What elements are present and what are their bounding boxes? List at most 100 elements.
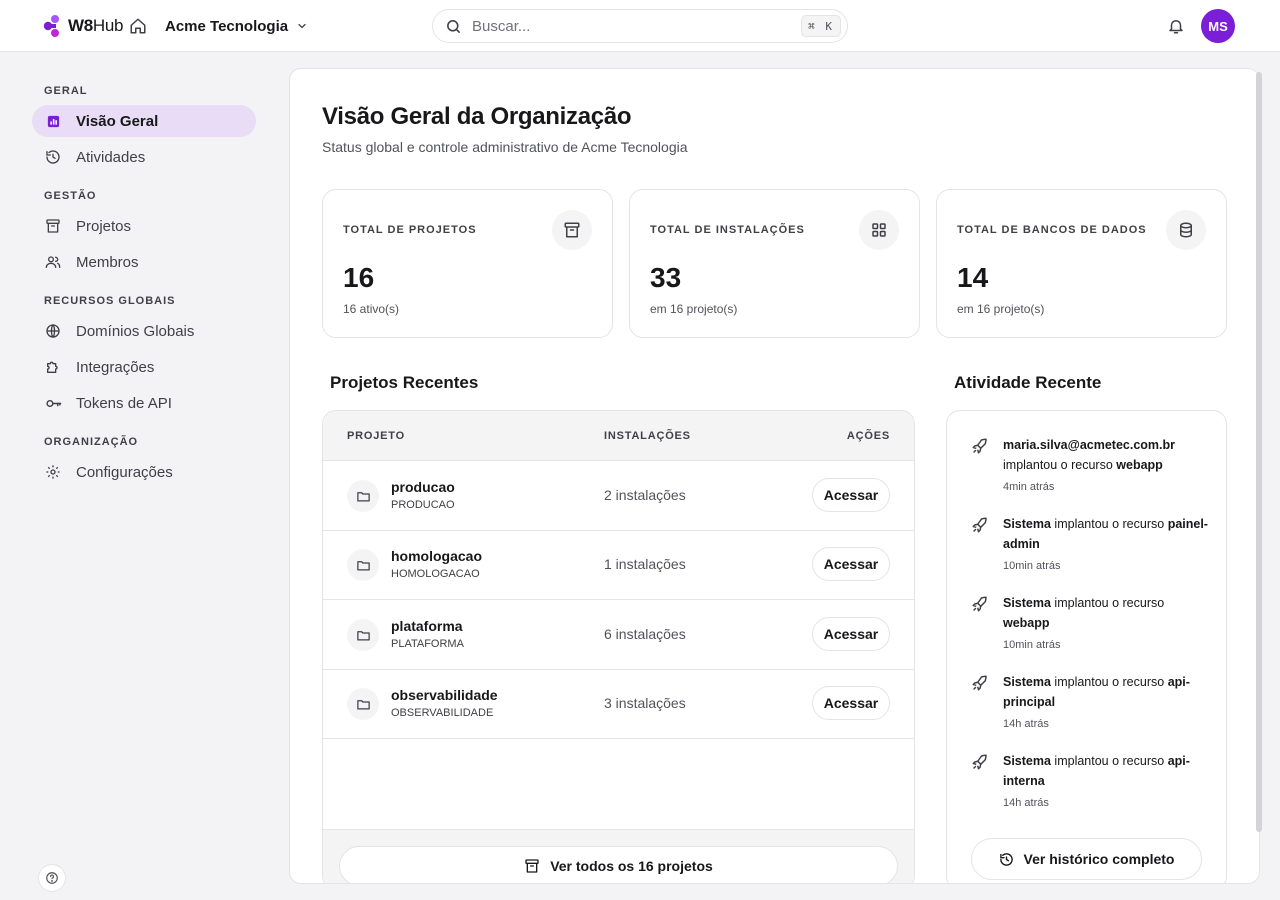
search-icon <box>447 19 460 33</box>
sidebar-section-organizacao: ORGANIZAÇÃO <box>44 436 139 448</box>
project-name: producao <box>391 479 455 495</box>
activity-time: 10min atrás <box>1003 639 1061 651</box>
access-button[interactable]: Acessar <box>812 686 890 720</box>
globe-icon <box>44 322 62 340</box>
view-all-projects-button[interactable]: Ver todos os 16 projetos <box>339 846 898 883</box>
sidebar-item-projetos[interactable]: Projetos <box>32 210 256 242</box>
sidebar-item-integracoes[interactable]: Integrações <box>32 351 256 383</box>
activity-time: 4min atrás <box>1003 481 1055 493</box>
puzzle-icon <box>44 358 62 376</box>
project-name: plataforma <box>391 618 463 634</box>
activity-section-title: Atividade Recente <box>954 373 1102 392</box>
users-icon <box>44 253 62 271</box>
projects-table: PROJETO INSTALAÇÕES AÇÕES producao PRODU… <box>322 410 915 883</box>
rocket-icon <box>972 596 987 612</box>
stat-card-bancos-de-dados: TOTAL DE BANCOS DE DADOS 14 em 16 projet… <box>936 189 1227 338</box>
access-button[interactable]: Acessar <box>812 478 890 512</box>
table-row: homologacao HOMOLOGACAO 1 instalações Ac… <box>323 530 914 600</box>
column-header-acoes: AÇÕES <box>846 430 890 442</box>
logo[interactable]: W8Hub <box>42 12 124 40</box>
stat-label: TOTAL DE BANCOS DE DADOS <box>957 224 1147 236</box>
scrollbar[interactable] <box>1256 72 1262 832</box>
logo-text: W8Hub <box>68 16 124 35</box>
sidebar-item-label: Tokens de API <box>76 394 172 412</box>
sidebar-item-membros[interactable]: Membros <box>32 246 256 278</box>
project-installs: 1 instalações <box>604 556 686 572</box>
project-slug: PLATAFORMA <box>391 638 464 650</box>
folder-icon <box>347 619 379 651</box>
archive-icon <box>44 217 62 235</box>
project-slug: HOMOLOGACAO <box>391 568 480 580</box>
table-row: observabilidade OBSERVABILIDADE 3 instal… <box>323 669 914 739</box>
full-history-label: Ver histórico completo <box>1023 851 1175 867</box>
sidebar: GERAL Visão Geral Atividades GESTÃO Proj… <box>0 52 288 900</box>
project-slug: OBSERVABILIDADE <box>391 707 494 719</box>
database-icon <box>1166 210 1206 250</box>
home-icon[interactable] <box>127 15 149 37</box>
stat-subtext: em 16 projeto(s) <box>650 302 738 316</box>
chevron-down-icon <box>298 23 306 29</box>
sidebar-section-recursos-globais: RECURSOS GLOBAIS <box>44 295 176 307</box>
table-row: plataforma PLATAFORMA 6 instalações Aces… <box>323 600 914 670</box>
sidebar-item-configuracoes[interactable]: Configurações <box>32 456 256 488</box>
sidebar-item-label: Configurações <box>76 463 173 481</box>
stat-label: TOTAL DE INSTALAÇÕES <box>650 224 805 236</box>
projects-section-title: Projetos Recentes <box>330 373 479 392</box>
grid-icon <box>859 210 899 250</box>
access-button[interactable]: Acessar <box>812 547 890 581</box>
main-content: Visão Geral da Organização Status global… <box>289 68 1260 884</box>
activity-text: Sistema implantou o recurso webapp <box>1003 596 1165 630</box>
org-switcher[interactable]: Acme Tecnologia <box>165 14 308 38</box>
activity-feed: maria.silva@acmetec.com.br implantou o r… <box>946 410 1227 883</box>
stat-card-instalacoes: TOTAL DE INSTALAÇÕES 33 em 16 projeto(s) <box>629 189 920 338</box>
page-subtitle: Status global e controle administrativo … <box>322 139 688 155</box>
table-header: PROJETO INSTALAÇÕES AÇÕES <box>323 411 914 461</box>
help-icon[interactable] <box>38 864 66 892</box>
project-installs: 2 instalações <box>604 487 686 503</box>
stat-label: TOTAL DE PROJETOS <box>343 224 477 236</box>
folder-icon <box>347 480 379 512</box>
stat-subtext: em 16 projeto(s) <box>957 302 1045 316</box>
table-footer: Ver todos os 16 projetos <box>323 829 914 883</box>
history-icon <box>999 852 1013 866</box>
activity-text: Sistema implantou o recurso painel-admin <box>1003 517 1208 551</box>
project-name: observabilidade <box>391 687 498 703</box>
chart-icon <box>44 112 62 130</box>
stat-value: 33 <box>650 262 682 293</box>
column-header-projeto: PROJETO <box>347 430 405 442</box>
rocket-icon <box>972 438 987 454</box>
sidebar-item-label: Visão Geral <box>76 112 159 130</box>
stat-value: 14 <box>957 262 989 293</box>
rocket-icon <box>972 517 987 533</box>
sidebar-item-visao-geral[interactable]: Visão Geral <box>32 105 256 137</box>
sidebar-item-label: Atividades <box>76 148 146 166</box>
history-icon <box>44 148 62 166</box>
activity-time: 14h atrás <box>1003 718 1049 730</box>
bell-icon[interactable] <box>1165 15 1187 37</box>
gear-icon <box>44 463 62 481</box>
folder-icon <box>347 688 379 720</box>
org-name: Acme Tecnologia <box>165 17 289 35</box>
logo-mark-icon <box>42 14 66 38</box>
avatar[interactable]: MS <box>1201 9 1235 43</box>
full-history-button[interactable]: Ver histórico completo <box>971 838 1202 880</box>
sidebar-item-dominios-globais[interactable]: Domínios Globais <box>32 315 256 347</box>
search-input[interactable] <box>472 17 792 35</box>
activity-text: Sistema implantou o recurso api-interna <box>1003 754 1190 788</box>
activity-time: 14h atrás <box>1003 797 1049 809</box>
sidebar-item-tokens-de-api[interactable]: Tokens de API <box>32 387 256 419</box>
search-box[interactable]: ⌘ K <box>432 9 848 43</box>
access-button[interactable]: Acessar <box>812 617 890 651</box>
sidebar-item-label: Domínios Globais <box>76 322 195 340</box>
page-title: Visão Geral da Organização <box>322 103 632 130</box>
table-row: producao PRODUCAO 2 instalações Acessar <box>323 461 914 531</box>
archive-icon <box>552 210 592 250</box>
sidebar-section-geral: GERAL <box>44 85 88 97</box>
rocket-icon <box>972 754 987 770</box>
project-installs: 3 instalações <box>604 695 686 711</box>
sidebar-item-atividades[interactable]: Atividades <box>32 141 256 173</box>
column-header-instalacoes: INSTALAÇÕES <box>604 430 691 442</box>
stat-value: 16 <box>343 262 375 293</box>
stat-subtext: 16 ativo(s) <box>343 302 400 316</box>
sidebar-section-gestao: GESTÃO <box>44 190 97 202</box>
